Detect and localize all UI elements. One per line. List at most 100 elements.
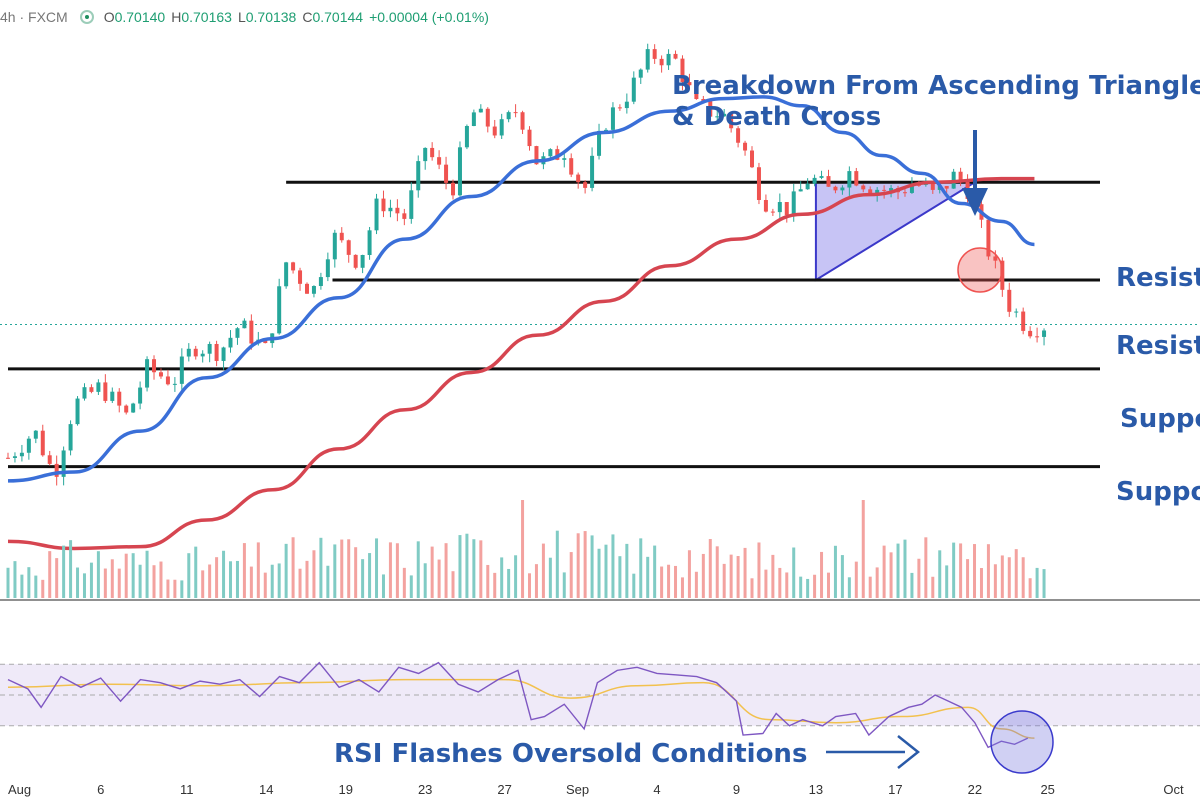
candle-body bbox=[631, 77, 636, 102]
candle-body bbox=[499, 119, 504, 136]
volume-bar bbox=[764, 569, 768, 598]
candle-body bbox=[756, 167, 761, 200]
x-tick-label: 14 bbox=[259, 782, 273, 797]
candle-body bbox=[124, 405, 129, 413]
x-tick-label: 19 bbox=[338, 782, 352, 797]
candle-body bbox=[826, 176, 831, 187]
candle-body bbox=[513, 112, 518, 114]
volume-bar bbox=[173, 579, 177, 598]
candle-body bbox=[200, 353, 205, 357]
candle-body bbox=[708, 101, 713, 117]
volume-bar bbox=[430, 546, 434, 598]
volume-bar bbox=[555, 530, 559, 598]
level-label-resistance-2: Resist bbox=[1116, 331, 1200, 361]
candle-body bbox=[694, 85, 699, 100]
volume-bar bbox=[96, 551, 100, 598]
volume-bar bbox=[423, 563, 427, 598]
candle-body bbox=[444, 164, 449, 183]
volume-bar bbox=[667, 564, 671, 598]
candle-body bbox=[367, 230, 372, 255]
candle-body bbox=[958, 171, 963, 182]
volume-bar bbox=[778, 567, 782, 598]
open-label: O bbox=[103, 9, 115, 25]
x-tick-label: Sep bbox=[566, 782, 589, 797]
candle-body bbox=[318, 277, 323, 287]
candle-body bbox=[597, 130, 602, 156]
rsi-ma-line bbox=[7, 678, 1035, 739]
candle-body bbox=[930, 183, 935, 190]
rsi-line bbox=[7, 661, 1029, 749]
volume-bar bbox=[708, 539, 712, 598]
candle-body bbox=[534, 146, 539, 165]
volume-bar bbox=[806, 578, 810, 598]
volume-bars bbox=[6, 500, 1046, 598]
candle-body bbox=[388, 207, 393, 212]
candle-body bbox=[19, 452, 24, 457]
candle-body bbox=[437, 157, 442, 165]
time-axis: Aug 6 11 14 19 23 27 Sep 4 9 13 17 22 25 Oct bbox=[8, 782, 1184, 797]
volume-bar bbox=[103, 568, 107, 598]
volume-bar bbox=[444, 543, 448, 598]
symbol-header: 4h · FXCM O 0.70140 H 0.70163 L 0.70138 C 0.… bbox=[0, 6, 489, 28]
volume-bar bbox=[590, 535, 594, 598]
candle-body bbox=[430, 147, 435, 158]
volume-bar bbox=[680, 577, 684, 598]
candle-body bbox=[311, 286, 316, 294]
candle-body bbox=[207, 343, 212, 354]
volume-bar bbox=[757, 542, 761, 598]
volume-bar bbox=[465, 533, 469, 598]
volume-bar bbox=[729, 554, 733, 598]
volume-bar bbox=[361, 559, 365, 598]
candle-body bbox=[909, 184, 914, 193]
volume-bar bbox=[618, 556, 622, 598]
volume-bar bbox=[736, 556, 740, 598]
candle-body bbox=[944, 185, 949, 189]
breakdown-annotation-line2: & Death Cross bbox=[672, 102, 881, 132]
candle-body bbox=[471, 112, 476, 127]
volume-bar bbox=[1035, 567, 1039, 598]
candle-body bbox=[353, 254, 358, 268]
volume-bar bbox=[368, 553, 372, 598]
triangle-shape bbox=[814, 181, 979, 282]
volume-bar bbox=[813, 574, 817, 598]
volume-bar bbox=[48, 551, 52, 598]
candle-body bbox=[680, 58, 685, 83]
volume-bar bbox=[1000, 555, 1004, 598]
low-label: L bbox=[237, 9, 246, 25]
x-tick-label: 11 bbox=[180, 782, 194, 797]
high-label: H bbox=[171, 9, 182, 25]
symbol-label: 4h · FXCM bbox=[0, 9, 68, 25]
volume-bar bbox=[1021, 557, 1025, 598]
candle-body bbox=[395, 207, 400, 214]
volume-bar bbox=[576, 533, 580, 598]
candle-body bbox=[110, 391, 115, 401]
candle-body bbox=[40, 430, 45, 456]
candle-body bbox=[729, 113, 734, 129]
volume-bar bbox=[938, 550, 942, 598]
candle-body bbox=[902, 192, 907, 194]
candle-body bbox=[235, 328, 240, 338]
volume-bar bbox=[701, 553, 705, 598]
volume-bar bbox=[861, 500, 865, 598]
volume-bar bbox=[500, 557, 504, 598]
candle-body bbox=[464, 126, 469, 148]
volume-bar bbox=[833, 545, 837, 598]
x-tick-label: 23 bbox=[418, 782, 432, 797]
candle-body bbox=[193, 348, 198, 357]
moving-averages bbox=[7, 95, 1035, 551]
volume-bar bbox=[333, 544, 337, 598]
x-tick-label: 25 bbox=[1040, 782, 1054, 797]
candle-body bbox=[33, 430, 38, 439]
candle-body bbox=[381, 198, 386, 212]
x-tick-label: 4 bbox=[653, 782, 660, 797]
candle-body bbox=[1028, 330, 1033, 337]
volume-bar bbox=[687, 550, 691, 598]
close-label: C bbox=[302, 9, 313, 25]
volume-bar bbox=[41, 579, 45, 598]
candle-body bbox=[82, 387, 87, 399]
volume-bar bbox=[493, 572, 497, 598]
volume-bar bbox=[34, 575, 38, 598]
volume-bar bbox=[208, 564, 212, 598]
volume-bar bbox=[249, 566, 253, 598]
